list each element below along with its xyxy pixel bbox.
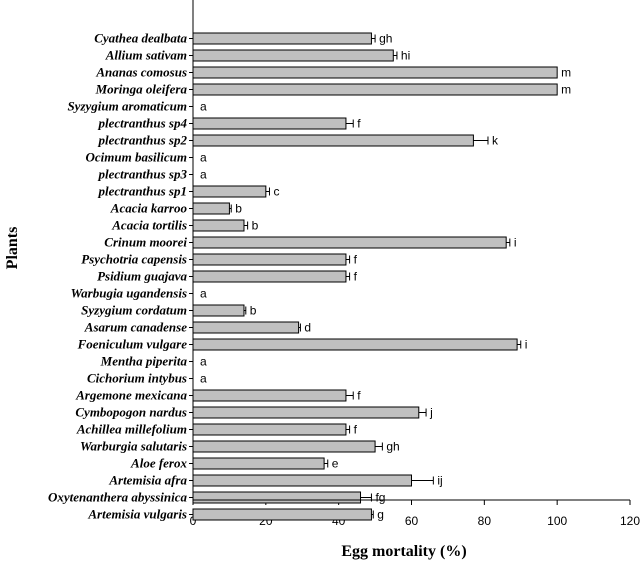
significance-label: e xyxy=(332,457,339,471)
category-label: Cichorium intybus xyxy=(87,371,187,386)
bar xyxy=(192,440,376,453)
significance-label: m xyxy=(561,83,571,97)
significance-label: hi xyxy=(401,49,410,63)
bar xyxy=(192,134,474,147)
bar xyxy=(192,406,420,419)
bar xyxy=(192,474,412,487)
category-label: Cymbopogon nardus xyxy=(75,405,187,420)
category-label: Mentha piperita xyxy=(100,354,188,369)
category-label: Achillea millefolium xyxy=(76,422,187,437)
bar xyxy=(192,83,558,96)
bar xyxy=(192,457,325,470)
bar xyxy=(192,304,245,317)
significance-label: gh xyxy=(379,32,392,46)
bar xyxy=(192,253,347,266)
bar xyxy=(192,270,347,283)
significance-label: ij xyxy=(437,474,442,488)
bar xyxy=(192,185,267,198)
bar xyxy=(192,49,394,62)
significance-label: a xyxy=(200,100,207,114)
significance-label: f xyxy=(357,117,361,131)
significance-label: a xyxy=(200,151,207,165)
bar xyxy=(192,508,372,521)
bar xyxy=(192,66,558,79)
category-label: Artemisia vulgaris xyxy=(87,507,187,522)
significance-label: c xyxy=(273,185,279,199)
category-label: plectranthus sp1 xyxy=(98,184,188,199)
significance-label: f xyxy=(354,270,358,284)
significance-label: f xyxy=(354,423,358,437)
category-label: Asarum canadense xyxy=(84,320,187,335)
bar xyxy=(192,32,372,45)
category-label: Artemisia afra xyxy=(108,473,187,488)
bar xyxy=(192,338,518,351)
bar xyxy=(192,491,362,504)
significance-label: j xyxy=(429,406,433,420)
bar xyxy=(192,389,347,402)
significance-label: k xyxy=(492,134,499,148)
bar xyxy=(192,117,347,130)
significance-label: fg xyxy=(375,491,385,505)
category-label: Foeniculum vulgare xyxy=(77,337,188,352)
x-axis-title: Egg mortality (%) xyxy=(341,543,466,560)
category-label: Crinum moorei xyxy=(104,235,187,250)
bar xyxy=(192,202,230,215)
category-label: Cyathea dealbata xyxy=(94,31,187,46)
category-label: Oxytenanthera abyssinica xyxy=(48,490,188,505)
bar xyxy=(192,219,245,232)
category-label: Ananas comosus xyxy=(95,65,187,80)
significance-label: b xyxy=(250,304,257,318)
y-axis-title: Plants xyxy=(4,227,21,270)
bar xyxy=(192,321,300,334)
significance-label: b xyxy=(252,219,259,233)
category-label: Aloe ferox xyxy=(130,456,187,471)
x-tick-label: 80 xyxy=(478,514,492,528)
category-label: plectranthus sp2 xyxy=(98,133,188,148)
significance-label: m xyxy=(561,66,571,80)
category-label: Argemone mexicana xyxy=(75,388,187,403)
significance-label: d xyxy=(304,321,311,335)
bar xyxy=(192,236,507,249)
significance-label: a xyxy=(200,372,207,386)
category-label: plectranthus sp4 xyxy=(98,116,188,131)
category-label: plectranthus sp3 xyxy=(98,167,188,182)
significance-label: b xyxy=(235,202,242,216)
significance-label: i xyxy=(514,236,517,250)
significance-label: i xyxy=(525,338,528,352)
x-tick-label: 120 xyxy=(620,514,640,528)
category-label: Psidium guajava xyxy=(97,269,187,284)
category-label: Moringa oleifera xyxy=(95,82,188,97)
category-label: Syzygium cordatum xyxy=(81,303,187,318)
significance-label: f xyxy=(357,389,361,403)
significance-label: a xyxy=(200,355,207,369)
bar xyxy=(192,423,347,436)
x-tick-label: 0 xyxy=(190,514,197,528)
significance-label: g xyxy=(377,508,384,522)
significance-label: a xyxy=(200,168,207,182)
category-label: Warbugia ugandensis xyxy=(71,286,187,301)
category-label: Acacia tortilis xyxy=(111,218,187,233)
significance-label: gh xyxy=(386,440,399,454)
category-label: Ocimum basilicum xyxy=(86,150,187,165)
category-label: Syzygium aromaticum xyxy=(67,99,187,114)
category-label: Acacia karroo xyxy=(110,201,188,216)
category-label: Warburgia salutaris xyxy=(80,439,187,454)
x-tick-label: 100 xyxy=(547,514,567,528)
significance-label: f xyxy=(354,253,358,267)
x-tick-label: 60 xyxy=(405,514,419,528)
significance-label: a xyxy=(200,287,207,301)
category-label: Allium sativam xyxy=(105,48,187,63)
category-label: Psychotria capensis xyxy=(81,252,187,267)
